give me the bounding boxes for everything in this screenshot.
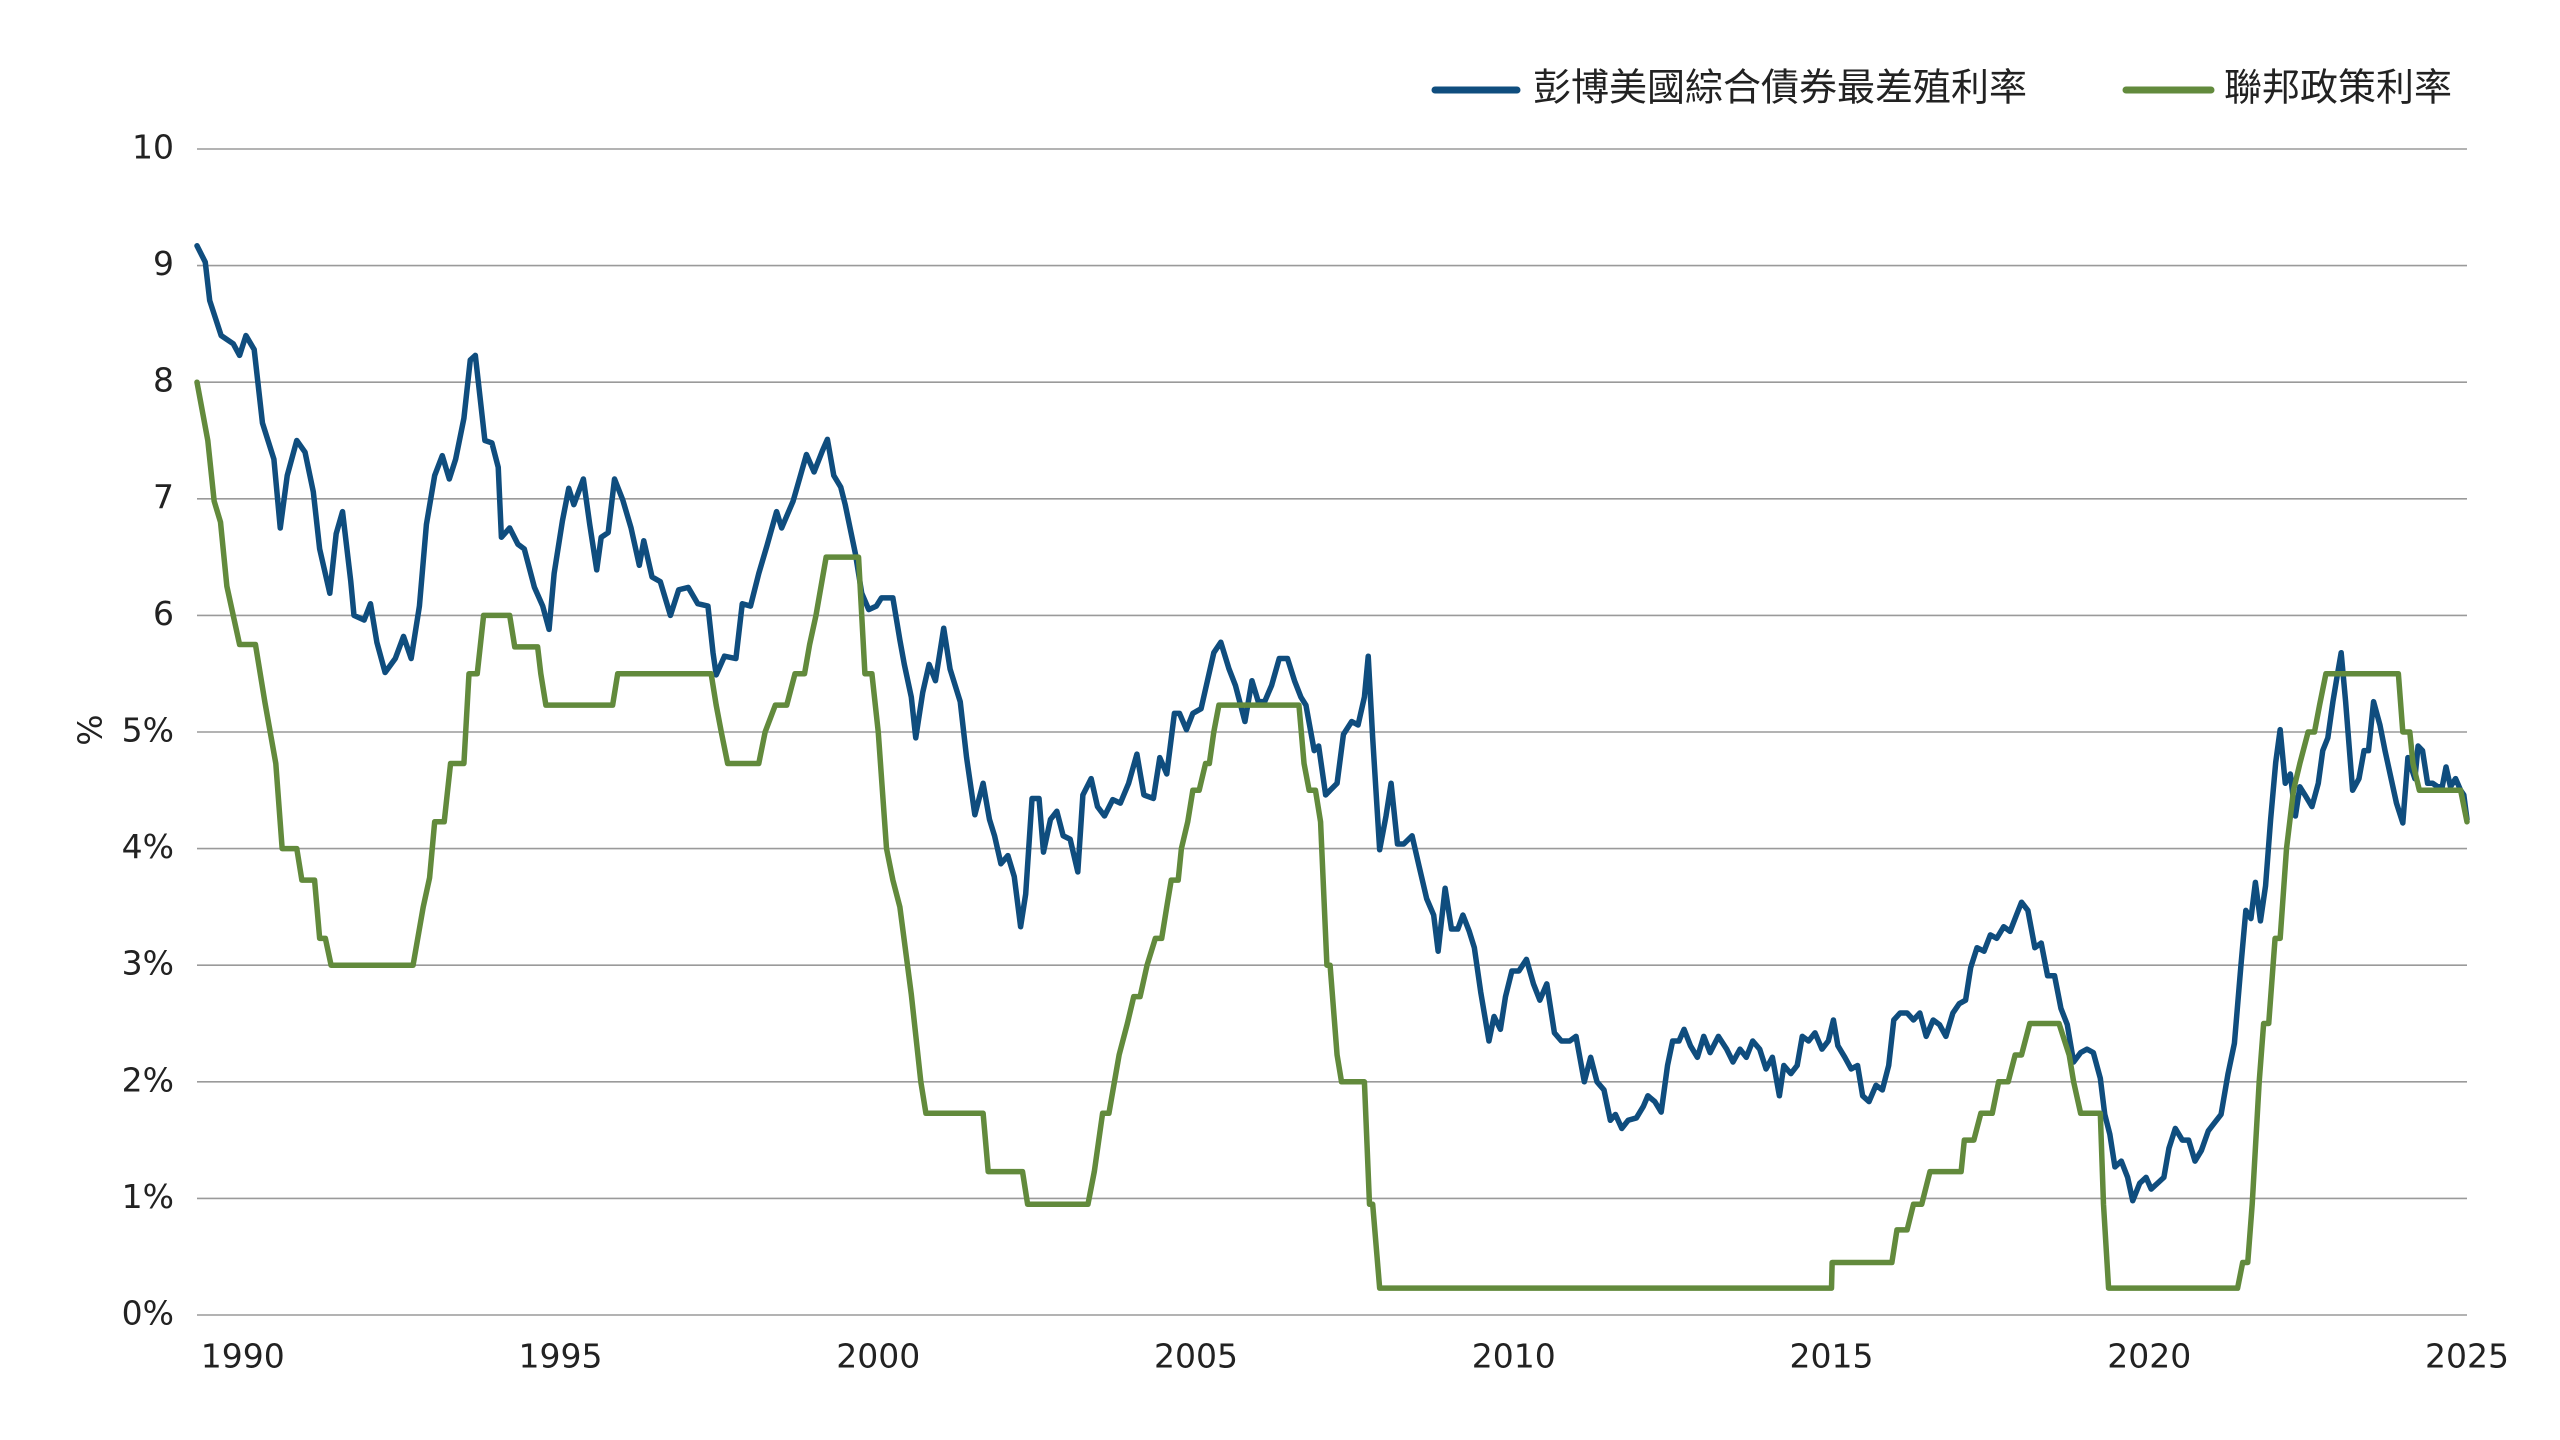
x-tick-label: 2000 bbox=[836, 1337, 920, 1376]
x-tick-label: 2015 bbox=[1790, 1337, 1874, 1376]
x-tick-label: 1990 bbox=[201, 1337, 285, 1376]
y-tick-label: 3% bbox=[122, 944, 174, 983]
y-tick-label: 9 bbox=[153, 244, 174, 283]
y-tick-label: 2% bbox=[122, 1060, 174, 1099]
y-axis-label: % bbox=[71, 714, 110, 745]
y-tick-label: 4% bbox=[122, 827, 174, 866]
y-tick-label: 7 bbox=[153, 477, 174, 516]
y-tick-label: 10 bbox=[132, 128, 174, 167]
x-tick-label: 2020 bbox=[2107, 1337, 2191, 1376]
series-line bbox=[194, 243, 2470, 1204]
legend-label: 聯邦政策利率 bbox=[2224, 66, 2452, 110]
legend-label: 彭博美國綜合債券最差殖利率 bbox=[1533, 66, 2027, 110]
x-tick-label: 2005 bbox=[1154, 1337, 1238, 1376]
plot-lines bbox=[194, 243, 2470, 1291]
legend: 彭博美國綜合債券最差殖利率 聯邦政策利率 bbox=[1431, 66, 2452, 110]
x-tick-label: 1995 bbox=[519, 1337, 603, 1376]
x-tick-label: 2010 bbox=[1472, 1337, 1556, 1376]
y-tick-label: 1% bbox=[122, 1177, 174, 1216]
y-tick-label: 5% bbox=[122, 711, 174, 750]
y-tick-label: 0% bbox=[122, 1294, 174, 1333]
series-line bbox=[194, 379, 2470, 1291]
x-tick-label: 2025 bbox=[2425, 1337, 2509, 1376]
y-tick-label: 6 bbox=[153, 594, 174, 633]
y-tick-label: 8 bbox=[153, 361, 174, 400]
